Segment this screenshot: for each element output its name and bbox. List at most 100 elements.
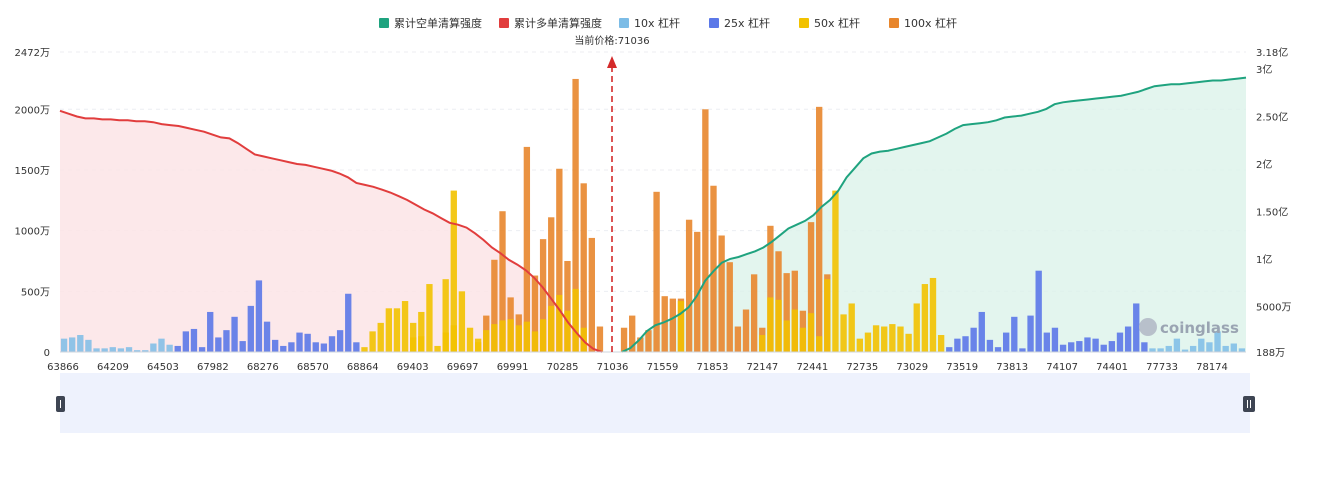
bar-right bbox=[1230, 343, 1237, 352]
bar-overlay-50x bbox=[450, 325, 457, 352]
legend[interactable]: 累计空单清算强度 累计多单清算强度 10x 杠杆 25x 杠杆 50x 杠杆 100x 杠… bbox=[379, 16, 957, 30]
bar-left bbox=[548, 217, 555, 352]
bar-right bbox=[1124, 326, 1132, 352]
zoom-handle-right[interactable] bbox=[1243, 396, 1255, 412]
bar-right bbox=[783, 273, 790, 352]
bar-left bbox=[109, 347, 116, 352]
bar-left bbox=[174, 345, 181, 352]
bar-right bbox=[962, 336, 969, 352]
zoom-handle-left[interactable] bbox=[56, 396, 65, 412]
bar-right bbox=[1059, 344, 1067, 352]
left-axis-tick-label: 1500万 bbox=[15, 166, 50, 177]
bar-left bbox=[125, 347, 133, 352]
bar-left bbox=[133, 350, 141, 352]
x-axis-tick-label: 68864 bbox=[347, 362, 379, 373]
bar-left bbox=[320, 343, 328, 352]
bar-left bbox=[328, 336, 336, 352]
bar-right bbox=[1214, 331, 1221, 352]
bar-left bbox=[304, 333, 311, 352]
bar-right bbox=[954, 338, 961, 352]
bar-left bbox=[596, 326, 604, 352]
x-axis-tick-label: 68276 bbox=[247, 362, 279, 373]
bar-right bbox=[637, 337, 644, 352]
legend-swatch bbox=[889, 18, 899, 28]
bar-right bbox=[905, 333, 912, 352]
bar-left bbox=[539, 239, 547, 352]
bar-right bbox=[881, 326, 888, 352]
bar-right bbox=[685, 219, 693, 352]
area-fills bbox=[60, 77, 1246, 352]
zoom-slider[interactable] bbox=[56, 373, 1255, 433]
bar-right bbox=[1149, 348, 1156, 352]
legend-swatch bbox=[379, 18, 389, 28]
x-axis-tick-label: 74401 bbox=[1096, 362, 1128, 373]
bar-right bbox=[645, 330, 652, 352]
legend-swatch bbox=[799, 18, 809, 28]
current-price-arrow-icon bbox=[607, 56, 617, 68]
bar-right bbox=[840, 314, 847, 352]
x-axis-tick-label: 71853 bbox=[697, 362, 729, 373]
bar-right bbox=[653, 191, 660, 352]
left-axis-tick-label: 500万 bbox=[21, 287, 50, 298]
x-axis-tick-label: 73813 bbox=[996, 362, 1028, 373]
bar-left bbox=[466, 327, 474, 352]
bar-right bbox=[1051, 327, 1059, 352]
bar-right bbox=[1198, 338, 1205, 352]
axes: 0 500万 1000万 1500万 2000万 2472万 188万 5000万 1亿 1.50… bbox=[15, 46, 1292, 373]
bar-overlay-50x bbox=[799, 327, 807, 352]
bar-right bbox=[1043, 332, 1050, 352]
legend-item-50x[interactable]: 50x 杠杆 bbox=[799, 16, 860, 30]
bar-right bbox=[1002, 332, 1010, 352]
bar-right bbox=[1165, 345, 1172, 352]
bar-overlay-50x bbox=[483, 330, 490, 352]
bar-left bbox=[499, 211, 506, 352]
right-axis-tick-label: 3亿 bbox=[1256, 63, 1272, 76]
bar-left bbox=[158, 338, 165, 352]
bar-overlay-50x bbox=[539, 319, 547, 352]
legend-label: 25x 杠杆 bbox=[724, 16, 770, 30]
x-axis-tick-label: 71036 bbox=[597, 362, 629, 373]
bar-left bbox=[117, 348, 125, 352]
bar-right bbox=[856, 338, 864, 352]
bar-right bbox=[1222, 345, 1229, 352]
bar-left bbox=[263, 321, 271, 352]
legend-item-25x[interactable]: 25x 杠杆 bbox=[709, 16, 770, 30]
legend-label: 累计空单清算强度 bbox=[394, 16, 482, 30]
bar-right bbox=[742, 309, 750, 352]
bar-overlay-50x bbox=[783, 320, 790, 352]
bar-overlay-50x bbox=[759, 335, 766, 352]
bar-overlay-50x bbox=[564, 310, 571, 352]
legend-item-100x[interactable]: 100x 杠杆 bbox=[889, 16, 957, 30]
legend-item-long[interactable]: 累计多单清算强度 bbox=[499, 16, 602, 30]
bar-left bbox=[296, 332, 303, 352]
bar-right bbox=[1181, 349, 1189, 352]
legend-item-10x[interactable]: 10x 杠杆 bbox=[619, 16, 680, 30]
left-axis-tick-label: 2472万 bbox=[15, 48, 50, 59]
bar-right bbox=[629, 315, 636, 352]
legend-item-short[interactable]: 累计空单清算强度 bbox=[379, 16, 482, 30]
x-axis-tick-label: 71559 bbox=[647, 362, 679, 373]
bar-overlay-50x bbox=[548, 305, 555, 352]
bar-right bbox=[726, 262, 733, 352]
legend-label: 10x 杠杆 bbox=[634, 16, 680, 30]
x-axis-tick-label: 63866 bbox=[47, 362, 79, 373]
legend-label: 50x 杠杆 bbox=[814, 16, 860, 30]
bar-right bbox=[913, 303, 920, 352]
legend-label: 累计多单清算强度 bbox=[514, 16, 602, 30]
long-area-fill bbox=[60, 110, 602, 352]
right-axis-tick-label: 5000万 bbox=[1256, 302, 1291, 313]
zoom-slider-track[interactable] bbox=[60, 373, 1250, 433]
bar-left bbox=[69, 337, 76, 352]
bar-overlay-50x bbox=[816, 336, 823, 352]
current-price-label: 当前价格:71036 bbox=[574, 34, 649, 47]
bar-left bbox=[190, 328, 198, 352]
bar-left bbox=[418, 311, 425, 352]
bar-right bbox=[864, 332, 872, 352]
bar-right bbox=[994, 347, 1002, 352]
bar-left bbox=[458, 291, 466, 352]
x-axis-tick-label: 70285 bbox=[547, 362, 579, 373]
right-axis-tick-label: 2亿 bbox=[1256, 158, 1272, 171]
bar-right bbox=[848, 303, 855, 352]
bar-right bbox=[661, 296, 668, 352]
x-axis-tick-label: 73029 bbox=[896, 362, 928, 373]
